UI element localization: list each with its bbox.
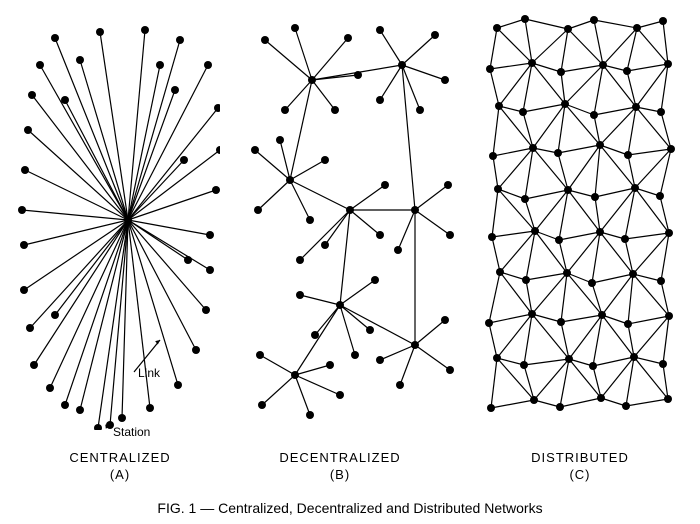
panel-b-decentralized bbox=[240, 10, 460, 430]
figure-stage: Link Station CENTRALIZED (A) DECENTRALIZ… bbox=[0, 0, 700, 524]
panel-b-label: DECENTRALIZED (B) bbox=[260, 450, 420, 484]
annotation-link: Link bbox=[138, 366, 160, 380]
panel-c-distributed bbox=[480, 10, 680, 418]
panel-a-centralized bbox=[10, 10, 220, 430]
panel-a-label: CENTRALIZED (A) bbox=[50, 450, 190, 484]
figure-caption: FIG. 1 — Centralized, Decentralized and … bbox=[0, 500, 700, 516]
panel-c-label: DISTRIBUTED (C) bbox=[500, 450, 660, 484]
annotation-station: Station bbox=[113, 425, 150, 439]
